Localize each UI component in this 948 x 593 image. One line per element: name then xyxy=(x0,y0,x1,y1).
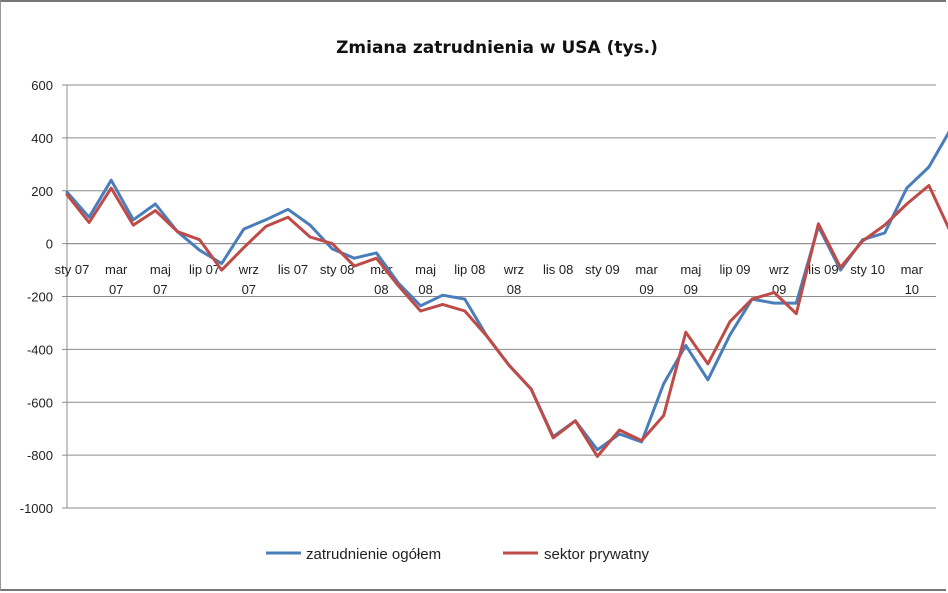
x-tick-label: maj 07 xyxy=(150,262,171,297)
x-tick-label-line: lis 09 xyxy=(808,262,838,277)
x-tick-label: maj 08 xyxy=(415,262,436,297)
x-tick-label-line: 08 xyxy=(418,282,432,297)
x-tick-label-line: 09 xyxy=(639,282,653,297)
x-tick-label: maj 09 xyxy=(680,262,701,297)
x-tick-label: mar 10 xyxy=(901,262,924,297)
x-tick-label: mar 09 xyxy=(635,262,658,297)
gridlines xyxy=(67,84,936,509)
y-tick-label: -400 xyxy=(27,342,53,357)
x-tick-label: lis 07 xyxy=(278,262,308,277)
series-points-1 xyxy=(66,185,930,457)
x-tick-label-line: mar xyxy=(635,262,658,277)
x-tick-label-line: mar xyxy=(901,262,924,277)
legend: zatrudnienie ogółem sektor prywatny xyxy=(266,546,650,563)
y-tick-label: -200 xyxy=(27,290,53,305)
x-tick-label-line: wrz xyxy=(503,262,524,277)
x-tick-label-line: wrz xyxy=(238,262,259,277)
x-tick-label-line: maj xyxy=(680,262,701,277)
x-tick-label: lis 08 xyxy=(543,262,573,277)
y-tick-label: 0 xyxy=(46,237,53,252)
x-tick-label-line: maj xyxy=(150,262,171,277)
x-tick-label-line: 07 xyxy=(153,282,167,297)
x-tick-label-line: 09 xyxy=(772,282,786,297)
x-tick-label-line: maj xyxy=(415,262,436,277)
x-tick-label-line: sty 08 xyxy=(320,262,355,277)
x-tick-label-line: sty 07 xyxy=(55,262,90,277)
x-axis: sty 07 mar 07 maj 07 lip 07 wrz 07 lis 07 sty 08 m… xyxy=(55,243,936,297)
y-tick-label: 400 xyxy=(31,131,53,146)
x-tick-label: lip 08 xyxy=(454,262,485,277)
x-tick-label-line: wrz xyxy=(768,262,789,277)
x-tick-label-line: sty 09 xyxy=(585,262,620,277)
x-tick-label-line: lis 08 xyxy=(543,262,573,277)
x-tick-label-line: lip 09 xyxy=(719,262,750,277)
series-lines xyxy=(65,130,948,458)
x-tick-label-line: lis 07 xyxy=(278,262,308,277)
legend-label-zatrudnienie-ogolem: zatrudnienie ogółem xyxy=(306,546,441,563)
x-tick-label: wrz 07 xyxy=(238,262,259,297)
x-tick-label-line: 07 xyxy=(109,282,123,297)
x-tick-label: wrz 08 xyxy=(503,262,524,297)
series-line-1 xyxy=(65,184,948,458)
x-tick-label-line: sty 10 xyxy=(850,262,885,277)
y-tick-label: -800 xyxy=(27,448,53,463)
legend-label-sektor-prywatny: sektor prywatny xyxy=(544,546,650,563)
y-tick-label: 600 xyxy=(31,78,53,93)
x-tick-label: sty 09 xyxy=(585,262,620,277)
x-tick-label: lip 09 xyxy=(719,262,750,277)
x-tick-label-line: lip 07 xyxy=(189,262,220,277)
x-tick-label: sty 10 xyxy=(850,262,885,277)
x-tick-label-line: 07 xyxy=(242,282,256,297)
y-tick-label: -600 xyxy=(27,395,53,410)
x-tick-label: lip 07 xyxy=(189,262,220,277)
x-tick-label: wrz 09 xyxy=(768,262,789,297)
x-tick-label-line: 09 xyxy=(684,282,698,297)
y-tick-label: 200 xyxy=(31,184,53,199)
x-tick-label-line: 10 xyxy=(905,282,919,297)
x-tick-label: mar 07 xyxy=(105,262,128,297)
x-tick-label: sty 08 xyxy=(320,262,355,277)
x-tick-label: sty 07 xyxy=(55,262,90,277)
y-axis: 600 400 200 0 -200 -400 -600 -800 -1000 xyxy=(20,78,68,516)
x-tick-label-line: 08 xyxy=(374,282,388,297)
x-tick-label: lis 09 xyxy=(808,262,838,277)
x-tick-label-line: 08 xyxy=(507,282,521,297)
y-tick-label: -1000 xyxy=(20,501,53,516)
chart-title: Zmiana zatrudnienia w USA (tys.) xyxy=(336,38,658,58)
x-tick-label-line: mar xyxy=(105,262,128,277)
x-tick-label-line: lip 08 xyxy=(454,262,485,277)
